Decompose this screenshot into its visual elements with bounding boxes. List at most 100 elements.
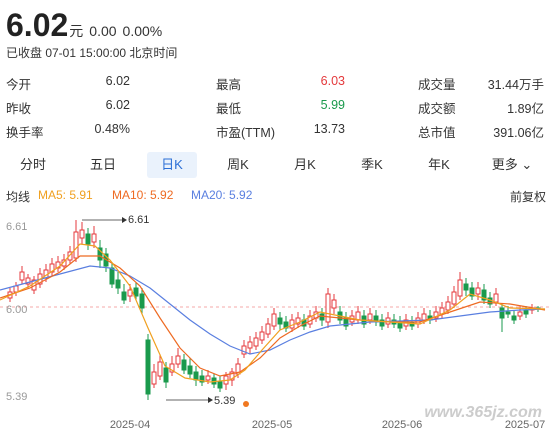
candle-body [121, 291, 127, 301]
x-axis-label: 2025-07 [505, 419, 545, 431]
stat-row: 换手率 0.48% 市盈(TTM) 13.73 总市值 391.06亿 [6, 119, 546, 143]
y-axis-label: 6.61 [6, 221, 27, 233]
watermark: www.365jz.com [424, 404, 542, 421]
adjust-button[interactable]: 前复权 [509, 190, 546, 204]
stat-label: 成交量 [418, 78, 456, 92]
ma5-line [0, 243, 546, 383]
candle-body [511, 315, 517, 321]
candle-body [277, 317, 283, 325]
tab-3[interactable]: 周K [227, 157, 249, 172]
stat-value: 6.03 [320, 74, 345, 88]
candle-body [169, 363, 175, 373]
candle-body [379, 319, 385, 327]
x-axis-label: 2025-05 [252, 419, 292, 431]
stat-label: 换手率 [6, 126, 44, 140]
stat-value: 5.99 [320, 98, 345, 112]
candle-body [325, 293, 331, 323]
ma5-value: MA5: 5.91 [38, 188, 93, 202]
candle-body [271, 313, 277, 327]
candle-body [217, 381, 223, 389]
candle-body [73, 231, 79, 259]
candle-body [505, 311, 511, 315]
ma-legend: 均线 MA5: 5.91 MA10: 5.92 MA20: 5.92 前复权 [6, 188, 546, 204]
candle-body [115, 279, 121, 289]
candle-body [133, 287, 139, 297]
tab-2[interactable]: 日K [147, 152, 197, 178]
candle-body [97, 247, 103, 261]
candle-body [265, 323, 271, 335]
ma20-line [0, 265, 546, 355]
candle-body [181, 359, 187, 371]
candle-body [229, 371, 235, 381]
ma-label: 均线 [6, 190, 31, 204]
candle-body [25, 277, 31, 285]
tab-0[interactable]: 分时 [19, 157, 46, 172]
candle-body [451, 291, 457, 305]
ma10-value: MA10: 5.92 [112, 188, 174, 202]
candle-body [295, 317, 301, 325]
stat-value: 31.44万手 [487, 78, 544, 92]
stat-row: 昨收 6.02 最低 5.99 成交额 1.89亿 [6, 95, 546, 119]
price-unit: 元 [69, 23, 84, 39]
candle-body [499, 307, 505, 319]
candle-body [247, 341, 253, 349]
period-tabs: 分时 五日 日K 周K 月K 季K 年K 更多 ⌄ [0, 150, 550, 180]
stat-label: 成交额 [418, 102, 456, 116]
candle-body [175, 355, 181, 365]
x-axis-label: 2025-04 [110, 419, 150, 431]
tab-4[interactable]: 月K [294, 157, 316, 172]
candle-body [67, 251, 73, 261]
stat-value: 6.02 [105, 74, 130, 88]
stat-value: 1.89亿 [507, 102, 544, 116]
candle-body [19, 271, 25, 281]
candle-body [523, 309, 529, 315]
x-axis-label: 2025-06 [382, 419, 422, 431]
stat-label: 总市值 [418, 126, 456, 140]
candle-body [331, 299, 337, 309]
candle-body [139, 293, 145, 309]
stat-value: 391.06亿 [493, 126, 544, 140]
tab-1[interactable]: 五日 [89, 157, 116, 172]
candle-body [91, 233, 97, 243]
candle-body [145, 339, 151, 395]
candle-body [199, 375, 205, 383]
candle-body [205, 375, 211, 381]
tab-7[interactable]: 更多 ⌄ [491, 157, 533, 172]
candle-body [319, 313, 325, 321]
kline-svg[interactable]: 6.61 6.00 5.39 2025-04 2025-05 2025-06 2025-07… [0, 208, 550, 433]
quote-header: 6.02 元 0.00 0.00% [6, 8, 162, 42]
tab-5[interactable]: 季K [361, 157, 383, 172]
candle-body [463, 283, 469, 291]
candle-body [457, 279, 463, 297]
candle-body [157, 361, 163, 377]
y-axis-label: 6.00 [6, 304, 27, 316]
tab-6[interactable]: 年K [428, 157, 450, 172]
stats-grid: 今开 6.02 最高 6.03 成交量 31.44万手 昨收 6.02 最低 5.99 成交额 1.8… [6, 71, 546, 143]
y-axis-label: 5.39 [6, 391, 27, 403]
price-change: 0.00 [89, 23, 117, 39]
candle-body [475, 287, 481, 295]
stat-label: 市盈(TTM) [216, 126, 276, 140]
stat-value: 13.73 [313, 122, 345, 136]
kline-chart[interactable]: 6.61 6.00 5.39 2025-04 2025-05 2025-06 2025-07… [0, 208, 550, 433]
candle-body [253, 337, 259, 347]
candle-body [109, 267, 115, 285]
candle-body [163, 367, 169, 383]
candle-body [151, 371, 157, 385]
min-annotation-label: 5.39 [214, 395, 235, 407]
candle-body [127, 289, 133, 297]
candle-body [367, 313, 373, 321]
market-status: 已收盘 07-01 15:00:00 北京时间 [6, 46, 178, 60]
event-dot [243, 401, 249, 407]
candle-body [13, 285, 19, 293]
candle-body [517, 311, 523, 317]
candle-body [193, 371, 199, 381]
candle-body [469, 287, 475, 297]
stat-row: 今开 6.02 最高 6.03 成交量 31.44万手 [6, 71, 546, 95]
stat-value: 0.48% [94, 122, 130, 136]
max-annotation-arrow [122, 217, 127, 223]
stat-value: 6.02 [105, 98, 130, 112]
price-change-pct: 0.00% [122, 23, 163, 39]
candle-body [421, 313, 427, 321]
min-annotation-arrow [208, 397, 213, 403]
